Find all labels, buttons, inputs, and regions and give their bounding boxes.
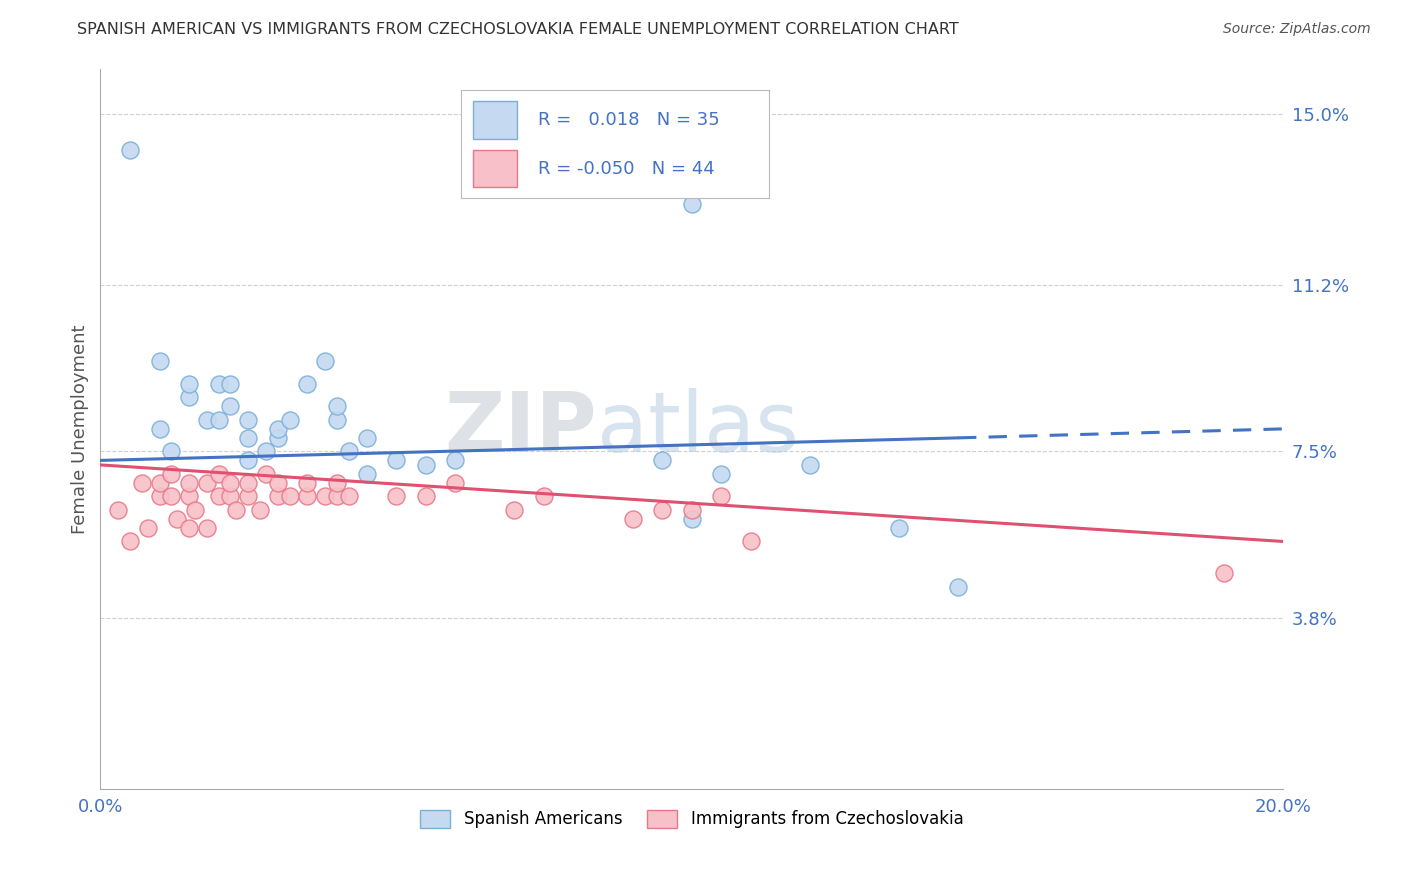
Point [219, 475, 242, 490]
Point [681, 512, 703, 526]
Point [356, 467, 378, 481]
Point [356, 431, 378, 445]
Point [160, 444, 183, 458]
Text: SPANISH AMERICAN VS IMMIGRANTS FROM CZECHOSLOVAKIA FEMALE UNEMPLOYMENT CORRELATI: SPANISH AMERICAN VS IMMIGRANTS FROM CZEC… [77, 22, 959, 37]
Y-axis label: Female Unemployment: Female Unemployment [72, 324, 89, 533]
Point [160, 467, 183, 481]
Point [208, 376, 231, 391]
Point [710, 467, 733, 481]
Point [415, 490, 437, 504]
Point [254, 444, 277, 458]
Point [314, 354, 336, 368]
Point [337, 490, 360, 504]
Point [799, 458, 821, 472]
Point [219, 400, 242, 414]
Point [238, 431, 260, 445]
Point [177, 390, 200, 404]
Point [740, 534, 762, 549]
Point [651, 453, 673, 467]
Point [415, 458, 437, 472]
Point [136, 521, 159, 535]
Point [208, 490, 231, 504]
Point [118, 534, 141, 549]
Point [177, 521, 200, 535]
Point [278, 413, 301, 427]
Point [184, 503, 207, 517]
Point [710, 490, 733, 504]
Point [503, 503, 526, 517]
Point [887, 521, 910, 535]
Point [238, 453, 260, 467]
Point [651, 503, 673, 517]
Point [297, 475, 319, 490]
Point [219, 376, 242, 391]
Point [621, 512, 644, 526]
Point [148, 354, 170, 368]
Point [297, 376, 319, 391]
Point [681, 196, 703, 211]
Text: atlas: atlas [598, 388, 799, 469]
Point [267, 422, 290, 436]
Text: ZIP: ZIP [444, 388, 598, 469]
Point [195, 413, 218, 427]
Point [326, 490, 349, 504]
Point [148, 475, 170, 490]
Point [385, 490, 408, 504]
Point [267, 490, 290, 504]
Point [177, 376, 200, 391]
Point [385, 453, 408, 467]
Point [267, 431, 290, 445]
Point [1213, 566, 1236, 580]
Point [131, 475, 153, 490]
Point [195, 475, 218, 490]
Point [314, 490, 336, 504]
Point [177, 490, 200, 504]
Point [208, 467, 231, 481]
Point [326, 413, 349, 427]
Point [225, 503, 247, 517]
Point [444, 453, 467, 467]
Point [107, 503, 129, 517]
Point [238, 490, 260, 504]
Point [208, 413, 231, 427]
Point [326, 475, 349, 490]
Point [267, 475, 290, 490]
Point [238, 413, 260, 427]
Point [297, 490, 319, 504]
Point [160, 490, 183, 504]
Point [946, 580, 969, 594]
Point [177, 475, 200, 490]
Point [278, 490, 301, 504]
Point [254, 467, 277, 481]
Point [195, 521, 218, 535]
Point [238, 475, 260, 490]
Point [219, 490, 242, 504]
Point [444, 475, 467, 490]
Legend: Spanish Americans, Immigrants from Czechoslovakia: Spanish Americans, Immigrants from Czech… [413, 803, 970, 835]
Point [337, 444, 360, 458]
Point [166, 512, 188, 526]
Point [118, 143, 141, 157]
Text: Source: ZipAtlas.com: Source: ZipAtlas.com [1223, 22, 1371, 37]
Point [148, 490, 170, 504]
Point [533, 490, 555, 504]
Point [326, 400, 349, 414]
Point [148, 422, 170, 436]
Point [249, 503, 271, 517]
Point [681, 503, 703, 517]
